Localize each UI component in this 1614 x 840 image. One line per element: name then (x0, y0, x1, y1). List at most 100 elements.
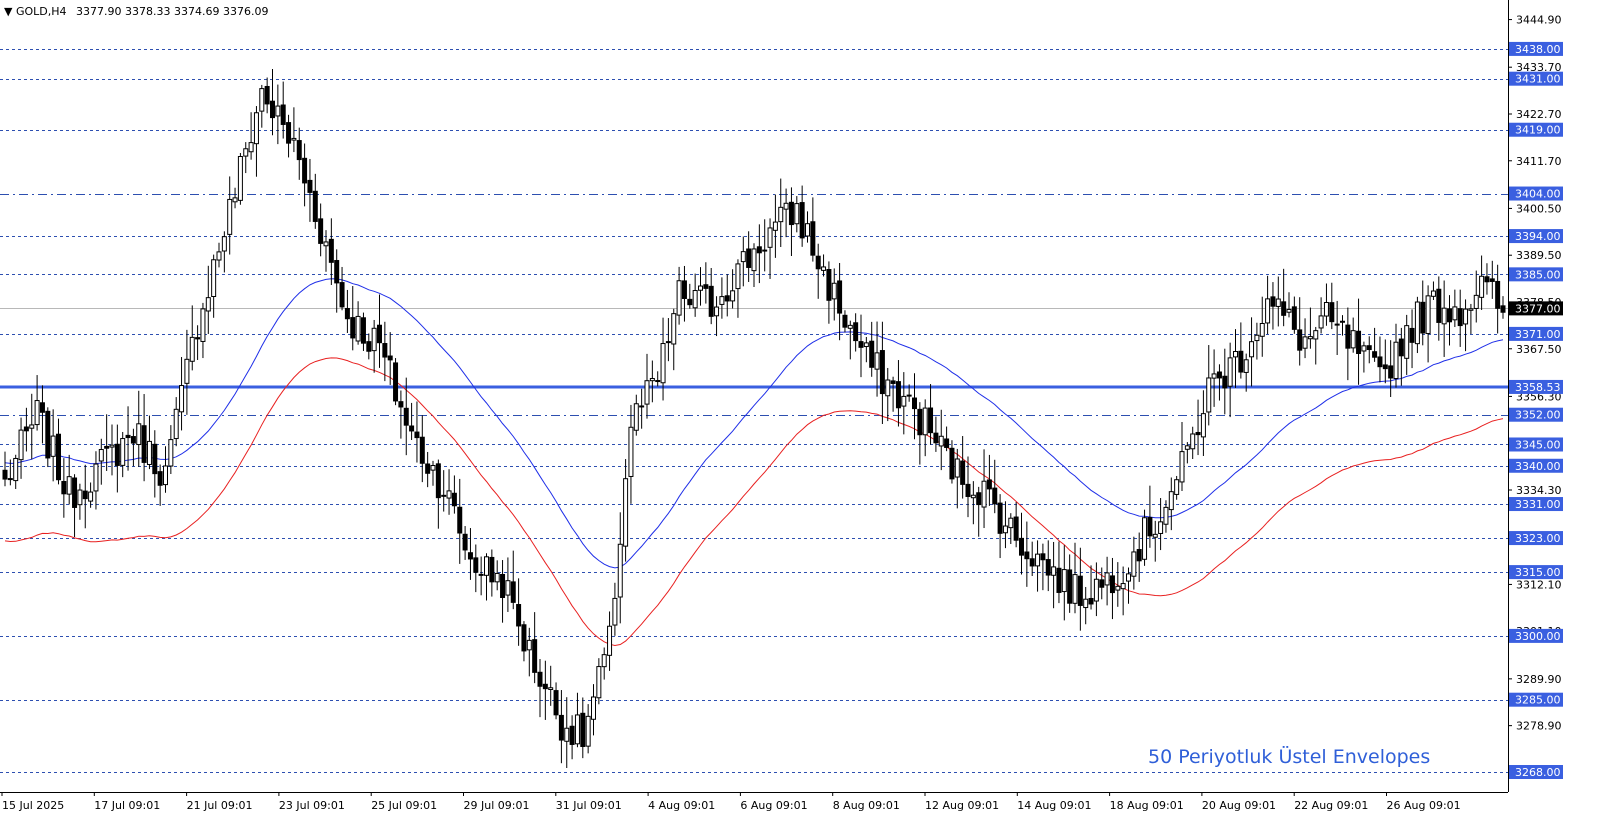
candle (216, 242, 222, 268)
bull-candle-body (1190, 433, 1196, 450)
bear-candle-body (1436, 288, 1442, 323)
bear-candle-body (1270, 296, 1276, 307)
bear-candle-body (1136, 549, 1142, 562)
bull-candle-body (1323, 302, 1329, 317)
candle (339, 266, 345, 311)
bear-candle-body (393, 362, 399, 402)
candle (425, 451, 431, 488)
time-tick-label: 17 Jul 09:01 (94, 799, 160, 812)
bear-candle-body (1457, 308, 1463, 327)
candle (312, 173, 318, 229)
candle (259, 84, 265, 128)
bull-candle-body (371, 327, 377, 352)
bear-candle-body (537, 671, 543, 687)
price-tick-label: 3289.90 (1516, 673, 1562, 686)
candle (516, 578, 522, 646)
bear-candle-body (23, 426, 29, 432)
candle (1093, 562, 1099, 617)
candle (591, 684, 596, 736)
bear-candle-body (72, 477, 78, 508)
bull-candle-body (93, 463, 99, 492)
price-tick-label: 3367.50 (1516, 343, 1562, 356)
candle (1104, 556, 1110, 606)
candle (66, 454, 72, 505)
candle (687, 283, 693, 309)
candle (1307, 307, 1313, 349)
bull-candle-body (355, 315, 361, 342)
candle (837, 262, 843, 341)
candle (623, 459, 629, 562)
candle (617, 512, 623, 624)
bull-candle-body (730, 290, 736, 302)
bear-candle-body (1222, 375, 1228, 389)
candle (805, 211, 810, 243)
candle (88, 482, 94, 508)
bear-candle-body (837, 280, 843, 314)
price-label-text: 3358.53 (1515, 381, 1561, 394)
bear-candle-body (976, 492, 982, 506)
bull-candle-body (163, 465, 168, 486)
bear-candle-body (1099, 579, 1105, 588)
level-price-label: 3352.00 (1509, 407, 1563, 422)
time-tick-label: 6 Aug 09:01 (740, 799, 807, 812)
bear-candle-body (7, 478, 13, 481)
price-label-box (1509, 458, 1563, 473)
candle (976, 486, 982, 537)
bear-candle-body (917, 408, 923, 436)
bull-candle-body (1083, 598, 1089, 609)
price-label-text: 3345.00 (1515, 438, 1561, 451)
candle (901, 372, 907, 435)
bear-candle-body (457, 506, 463, 534)
candle (50, 409, 56, 482)
bull-candle-body (1233, 351, 1238, 358)
bear-candle-body (45, 410, 51, 459)
candle (205, 265, 211, 334)
candle (1270, 282, 1276, 330)
candle (18, 417, 24, 479)
bear-candle-body (1077, 575, 1083, 606)
candle (1484, 263, 1490, 295)
candle (34, 375, 40, 431)
candle (1136, 532, 1142, 582)
bull-candle-body (77, 489, 83, 506)
candle (280, 81, 286, 139)
bull-candle-body (1131, 551, 1137, 577)
candle (1211, 349, 1217, 407)
candle (580, 697, 586, 759)
candle (1147, 485, 1153, 548)
candle (885, 367, 891, 422)
bear-candle-body (1109, 575, 1115, 594)
candle (1291, 296, 1297, 334)
bear-candle-body (928, 407, 934, 434)
bull-candle-body (243, 148, 249, 157)
time-tick-label: 8 Aug 09:01 (833, 799, 900, 812)
price-label-text: 3331.00 (1515, 498, 1561, 511)
price-label-box (1509, 122, 1563, 137)
lower-envelope-line (4, 357, 1504, 647)
candle (922, 399, 928, 457)
time-tick-label: 18 Aug 09:01 (1110, 799, 1184, 812)
bear-candle-body (1409, 327, 1415, 343)
level-price-label: 3385.00 (1509, 267, 1563, 282)
candle (173, 397, 179, 447)
candle (1088, 565, 1094, 610)
bear-candle-body (1297, 329, 1303, 351)
bear-candle-body (1195, 431, 1201, 436)
bull-candle-body (735, 263, 741, 290)
bull-candle-body (874, 352, 880, 370)
candle (500, 560, 506, 623)
candle (243, 142, 249, 174)
bear-candle-body (1281, 301, 1287, 316)
candle (1398, 327, 1404, 386)
bear-candle-body (360, 317, 366, 344)
bull-candle-body (1302, 336, 1308, 349)
candle (1243, 353, 1249, 392)
bull-candle-body (1393, 341, 1399, 380)
symbol-dropdown-icon[interactable]: ▼ (4, 5, 13, 18)
candle (1318, 297, 1324, 334)
bear-candle-body (195, 337, 201, 340)
price-label-text: 3371.00 (1515, 328, 1561, 341)
current-price-label: 3377.00 (1509, 301, 1563, 316)
bull-candle-body (719, 296, 725, 305)
